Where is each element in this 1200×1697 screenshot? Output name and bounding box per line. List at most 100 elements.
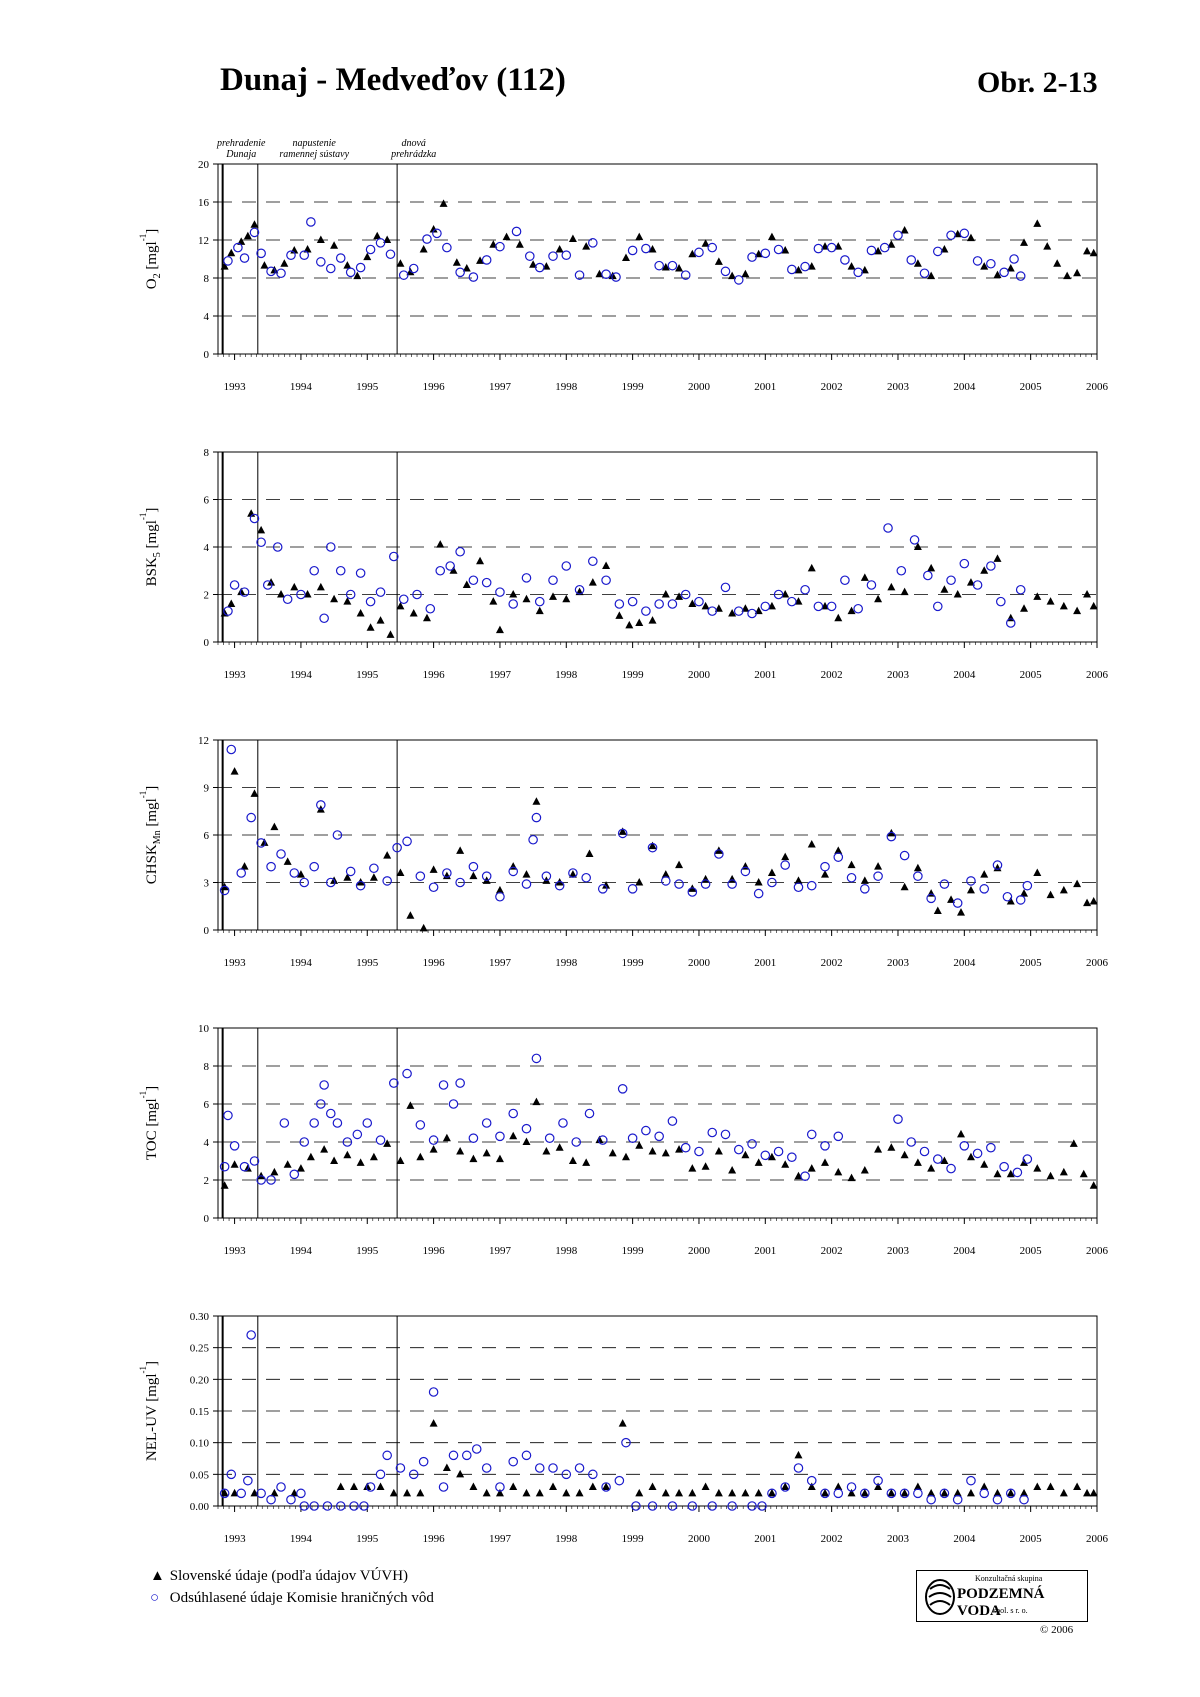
logo-top-text: Konzultačná skupina bbox=[975, 1574, 1043, 1583]
data-point-slovak bbox=[495, 1154, 504, 1163]
data-point-commission bbox=[611, 272, 621, 282]
data-point-commission bbox=[720, 1129, 731, 1140]
data-point-slovak bbox=[618, 1419, 627, 1427]
data-point-slovak bbox=[386, 630, 395, 638]
data-point-slovak bbox=[1020, 1488, 1029, 1497]
data-point-commission bbox=[239, 1161, 250, 1172]
x-tick-label: 1998 bbox=[555, 1245, 578, 1257]
data-point-slovak bbox=[588, 578, 597, 586]
data-point-slovak bbox=[376, 1482, 385, 1490]
data-point-slovak bbox=[618, 827, 627, 835]
data-point-slovak bbox=[980, 262, 989, 270]
data-point-commission bbox=[229, 580, 240, 590]
data-point-slovak bbox=[373, 231, 382, 240]
data-point-commission bbox=[654, 260, 664, 271]
data-point-slovak bbox=[568, 870, 577, 878]
data-point-commission bbox=[239, 253, 250, 263]
data-point-commission bbox=[382, 876, 392, 886]
data-point-commission bbox=[316, 800, 326, 810]
data-point-slovak bbox=[675, 1488, 684, 1497]
data-point-slovak bbox=[419, 245, 428, 253]
data-point-commission bbox=[826, 242, 837, 253]
data-point-slovak bbox=[615, 611, 624, 619]
data-point-slovak bbox=[469, 871, 478, 880]
data-point-slovak bbox=[502, 232, 511, 241]
data-point-slovak bbox=[595, 1135, 604, 1144]
x-tick-label: 1997 bbox=[489, 1245, 512, 1257]
data-point-slovak bbox=[1073, 268, 1082, 277]
legend-item-commission: ○ Odsúhlasené údaje Komisie hraničných v… bbox=[150, 1590, 434, 1607]
data-point-commission bbox=[999, 267, 1009, 278]
data-point-slovak bbox=[1089, 248, 1098, 257]
data-point-slovak bbox=[280, 259, 289, 267]
data-point-commission bbox=[733, 606, 744, 616]
x-tick-label: 2000 bbox=[688, 669, 711, 681]
data-point-commission bbox=[299, 877, 310, 888]
data-point-slovak bbox=[1020, 889, 1029, 897]
data-point-commission bbox=[886, 831, 897, 842]
x-tick-label: 1999 bbox=[622, 957, 645, 969]
data-point-slovak bbox=[1089, 601, 1098, 610]
data-point-commission bbox=[733, 1144, 744, 1155]
data-point-slovak bbox=[874, 862, 883, 870]
data-point-commission bbox=[309, 1118, 319, 1128]
data-point-commission bbox=[375, 1135, 386, 1145]
data-point-commission bbox=[667, 599, 678, 609]
x-tick-label: 2006 bbox=[1086, 957, 1109, 969]
data-point-slovak bbox=[807, 563, 816, 572]
x-tick-label: 1993 bbox=[224, 669, 247, 681]
data-point-commission bbox=[276, 849, 286, 859]
data-point-commission bbox=[906, 1137, 917, 1147]
data-point-commission bbox=[860, 1488, 870, 1499]
data-point-commission bbox=[481, 255, 492, 265]
y-axis-label: O2 [mgl-1] bbox=[138, 229, 163, 289]
data-point-slovak bbox=[953, 590, 962, 598]
data-point-commission bbox=[481, 577, 492, 588]
data-point-slovak bbox=[781, 852, 790, 861]
data-point-commission bbox=[402, 1068, 412, 1079]
data-point-slovak bbox=[383, 235, 392, 243]
data-point-commission bbox=[349, 1501, 359, 1511]
data-point-slovak bbox=[887, 582, 896, 591]
data-point-slovak bbox=[330, 1156, 339, 1164]
data-point-slovak bbox=[389, 1488, 398, 1497]
data-point-commission bbox=[495, 587, 505, 597]
x-tick-label: 2004 bbox=[953, 1533, 976, 1545]
data-point-slovak bbox=[900, 1150, 909, 1159]
data-point-slovak bbox=[648, 245, 657, 253]
data-point-commission bbox=[647, 842, 658, 853]
x-tick-label: 1999 bbox=[622, 1533, 645, 1545]
data-point-commission bbox=[223, 606, 233, 616]
data-point-commission bbox=[939, 879, 950, 889]
data-point-slovak bbox=[277, 590, 286, 598]
data-point-commission bbox=[893, 1114, 903, 1124]
data-point-commission bbox=[534, 596, 545, 607]
data-point-slovak bbox=[290, 582, 299, 591]
data-point-commission bbox=[654, 1131, 664, 1142]
data-point-slovak bbox=[1083, 898, 1092, 907]
data-point-commission bbox=[647, 1501, 658, 1511]
data-point-slovak bbox=[343, 597, 352, 605]
data-point-slovak bbox=[834, 1167, 843, 1176]
data-point-slovak bbox=[270, 1167, 279, 1176]
data-point-commission bbox=[266, 861, 276, 872]
data-point-slovak bbox=[522, 870, 531, 878]
data-point-commission bbox=[325, 263, 336, 274]
data-point-slovak bbox=[240, 862, 249, 870]
data-point-commission bbox=[415, 1120, 426, 1130]
data-point-slovak bbox=[741, 1150, 750, 1159]
event-annotation: napustenie bbox=[293, 138, 337, 149]
data-point-slovak bbox=[419, 923, 428, 932]
x-tick-label: 1997 bbox=[489, 381, 512, 393]
y-tick-label: 0.05 bbox=[190, 1469, 210, 1481]
data-point-commission bbox=[826, 601, 837, 612]
data-point-commission bbox=[548, 1463, 558, 1473]
x-tick-label: 1998 bbox=[555, 381, 578, 393]
data-point-slovak bbox=[781, 1482, 790, 1490]
data-point-commission bbox=[574, 1463, 585, 1473]
data-point-commission bbox=[694, 596, 704, 607]
data-point-slovak bbox=[283, 1160, 292, 1168]
logo-name: PODZEMNÁ VODA bbox=[957, 1586, 1045, 1619]
data-point-commission bbox=[365, 1482, 376, 1492]
data-point-commission bbox=[223, 1110, 233, 1121]
